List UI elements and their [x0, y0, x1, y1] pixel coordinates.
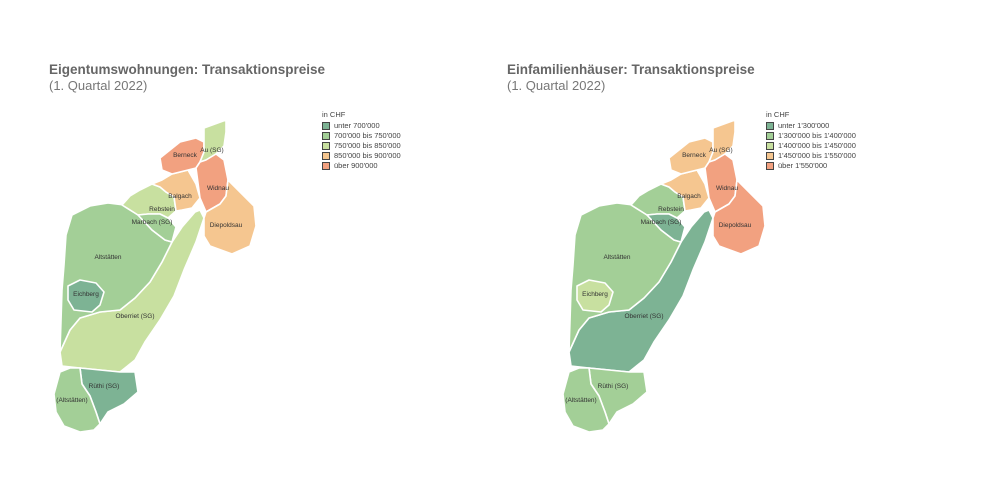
- region-label-au: Au (SG): [200, 147, 223, 154]
- legend-label: über 900'000: [334, 161, 378, 170]
- region-label-oberriet: Oberriet (SG): [624, 313, 663, 320]
- region-label-berneck: Berneck: [173, 152, 198, 159]
- legend-item: 1'400'000 bis 1'450'000: [766, 141, 856, 151]
- legend-label: 1'450'000 bis 1'550'000: [778, 151, 856, 160]
- legend-item: über 1'550'000: [766, 161, 856, 171]
- legend-item: unter 1'300'000: [766, 121, 856, 131]
- legend-swatch: [322, 142, 330, 150]
- region-label-oberriet: Oberriet (SG): [115, 313, 154, 320]
- choropleth-map: Oberriet (SG) Altstätten Eichberg Rebstein M…: [562, 119, 766, 433]
- legend: in CHF unter 1'300'000 1'300'000 bis 1'4…: [766, 110, 856, 171]
- region-label-balgach: Balgach: [677, 193, 701, 200]
- region-diepoldsau: [712, 179, 766, 255]
- legend: in CHF unter 700'000 700'000 bis 750'000…: [322, 110, 401, 171]
- region-label-balgach: Balgach: [168, 193, 192, 200]
- region-label-widnau: Widnau: [207, 185, 229, 192]
- legend-unit: in CHF: [766, 110, 790, 119]
- legend-swatch: [766, 142, 774, 150]
- map-subtitle: (1. Quartal 2022): [49, 78, 148, 93]
- region-label-rebstein: Rebstein: [149, 206, 175, 213]
- map-panel-einfamilienhaeuser: Einfamilienhäuser: Transaktionspreise (1…: [500, 0, 1000, 500]
- legend-item: 700'000 bis 750'000: [322, 131, 401, 141]
- region-label-marbach: Marbach (SG): [641, 219, 682, 226]
- region-altstaetten-exkl: [562, 367, 610, 433]
- region-label-diepoldsau: Diepoldsau: [210, 222, 243, 229]
- legend-swatch: [766, 162, 774, 170]
- legend-item: unter 700'000: [322, 121, 401, 131]
- region-label-eichberg: Eichberg: [73, 291, 99, 298]
- legend-label: unter 1'300'000: [778, 121, 830, 130]
- legend-label: 1'400'000 bis 1'450'000: [778, 141, 856, 150]
- legend-swatch: [322, 132, 330, 140]
- legend-label: 850'000 bis 900'000: [334, 151, 401, 160]
- region-label-diepoldsau: Diepoldsau: [719, 222, 752, 229]
- region-label-ruethi: Rüthi (SG): [598, 383, 629, 390]
- legend-unit: in CHF: [322, 110, 346, 119]
- region-label-widnau: Widnau: [716, 185, 738, 192]
- legend-swatch: [766, 122, 774, 130]
- region-eichberg: [67, 279, 105, 313]
- legend-label: 750'000 bis 850'000: [334, 141, 401, 150]
- map-subtitle: (1. Quartal 2022): [507, 78, 606, 93]
- legend-item: 1'300'000 bis 1'400'000: [766, 131, 856, 141]
- legend-label: 1'300'000 bis 1'400'000: [778, 131, 856, 140]
- map-title: Einfamilienhäuser: Transaktionspreise: [507, 62, 755, 77]
- map-title: Eigentumswohnungen: Transaktionspreise: [49, 62, 326, 77]
- region-label-altstaetten: Altstätten: [603, 254, 630, 261]
- legend-label: 700'000 bis 750'000: [334, 131, 401, 140]
- legend-item: 850'000 bis 900'000: [322, 151, 401, 161]
- legend-swatch: [322, 122, 330, 130]
- legend-swatch: [322, 152, 330, 160]
- region-label-marbach: Marbach (SG): [132, 219, 173, 226]
- region-altstaetten-exkl: [53, 367, 101, 433]
- legend-item: 1'450'000 bis 1'550'000: [766, 151, 856, 161]
- choropleth-map: Oberriet (SG) Altstätten Eichberg Rebstein M…: [53, 119, 257, 433]
- region-eichberg: [576, 279, 614, 313]
- region-label-ruethi: Rüthi (SG): [89, 383, 120, 390]
- map-panel-eigentumswohnungen: Eigentumswohnungen: Transaktionspreise (…: [49, 62, 401, 433]
- region-label-berneck: Berneck: [682, 152, 707, 159]
- region-marbach: [137, 213, 177, 243]
- region-diepoldsau: [203, 179, 257, 255]
- legend-swatch: [766, 152, 774, 160]
- region-label-au: Au (SG): [709, 147, 732, 154]
- legend-label: unter 700'000: [334, 121, 380, 130]
- region-marbach: [646, 213, 686, 243]
- legend-swatch: [766, 132, 774, 140]
- legend-item: 750'000 bis 850'000: [322, 141, 401, 151]
- region-label-altstaetten-exkl: (Altstätten): [565, 397, 596, 404]
- legend-swatch: [322, 162, 330, 170]
- region-label-altstaetten: Altstätten: [94, 254, 121, 261]
- region-label-altstaetten-exkl: (Altstätten): [56, 397, 87, 404]
- region-label-rebstein: Rebstein: [658, 206, 684, 213]
- legend-label: über 1'550'000: [778, 161, 828, 170]
- region-label-eichberg: Eichberg: [582, 291, 608, 298]
- legend-item: über 900'000: [322, 161, 401, 171]
